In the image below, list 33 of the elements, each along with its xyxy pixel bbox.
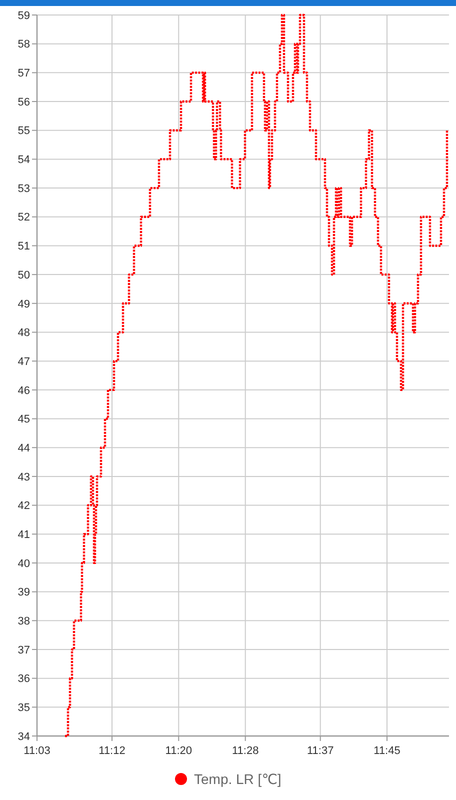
y-tick-label: 44 [18,442,30,454]
y-tick-label: 59 [18,10,30,22]
y-tick-label: 50 [18,269,30,282]
y-tick-label: 43 [18,471,30,484]
y-tick-label: 41 [18,528,30,541]
y-tick-label: 49 [18,298,30,310]
y-tick-label: 40 [18,558,30,570]
y-tick-label: 38 [18,615,30,628]
y-tick-label: 51 [18,240,30,253]
y-tick-label: 55 [18,125,30,138]
y-tick-label: 34 [18,730,30,743]
y-tick-label: 58 [18,38,30,51]
x-tick-label: 11:45 [374,745,400,757]
y-tick-label: 54 [18,154,30,166]
y-tick-label: 45 [18,414,30,426]
y-tick-label: 56 [18,96,30,108]
y-tick-label: 35 [18,702,30,714]
y-tick-label: 36 [18,673,30,686]
x-tick-label: 11:12 [98,745,126,757]
legend-label: Temp. LR [℃] [194,770,282,787]
y-tick-label: 46 [18,384,30,397]
y-tick-label: 37 [18,644,30,656]
y-tick-label: 42 [18,500,30,512]
x-tick-label: 11:20 [165,745,192,757]
x-tick-label: 11:03 [24,745,50,757]
x-tick-label: 11:28 [232,745,259,757]
y-tick-label: 52 [18,212,30,224]
y-tick-label: 53 [18,182,30,195]
y-tick-label: 48 [18,327,30,340]
y-tick-label: 39 [18,586,30,599]
y-tick-label: 57 [18,68,30,80]
x-tick-label: 11:37 [306,745,334,757]
y-tick-label: 47 [18,356,30,368]
